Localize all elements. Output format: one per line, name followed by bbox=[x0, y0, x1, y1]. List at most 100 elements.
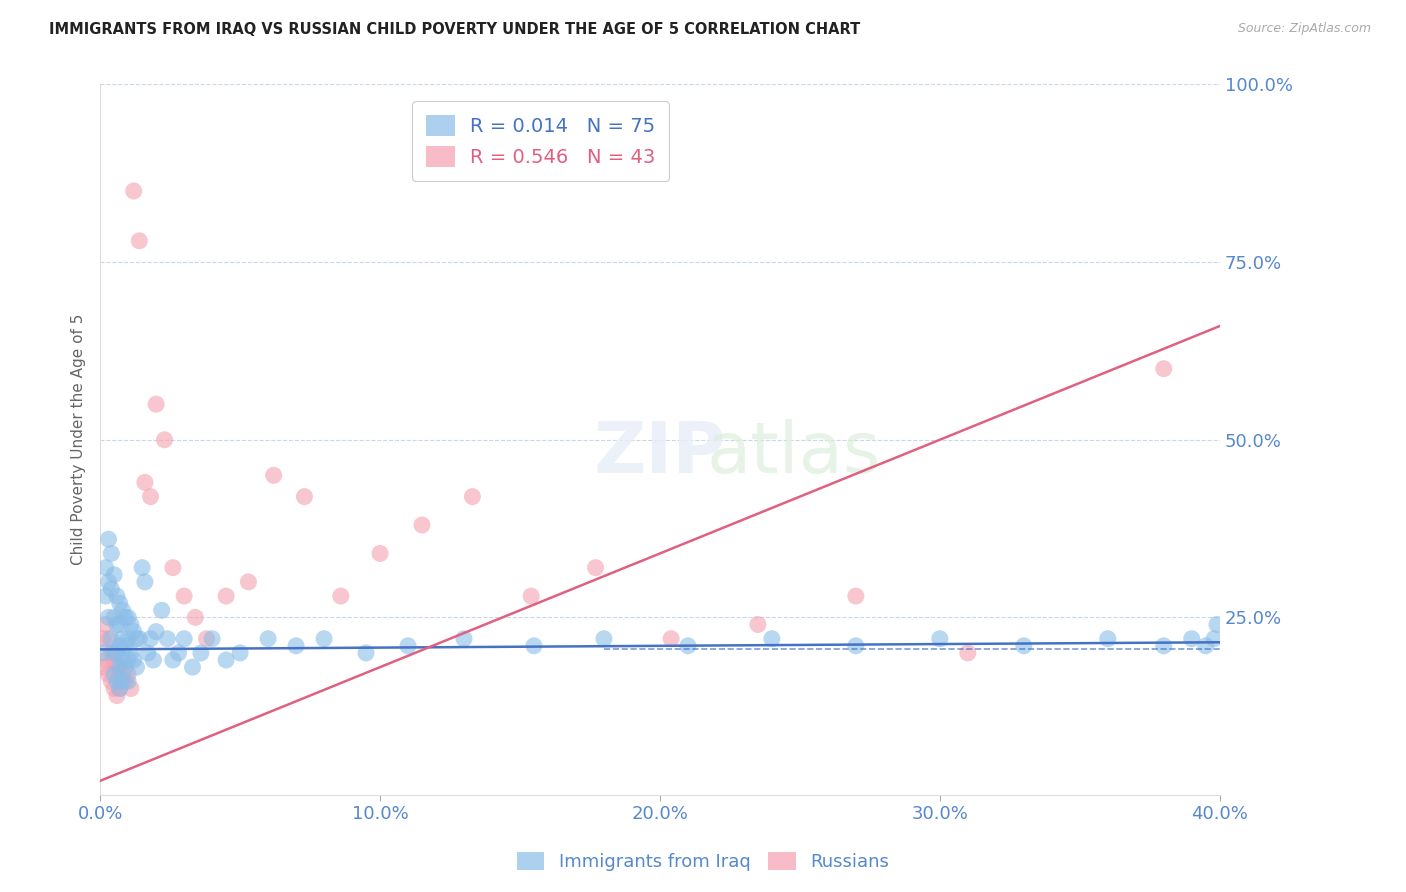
Point bbox=[114, 660, 136, 674]
Point bbox=[195, 632, 218, 646]
Point bbox=[368, 546, 391, 560]
Point bbox=[114, 610, 136, 624]
Point bbox=[329, 589, 352, 603]
Point bbox=[761, 632, 783, 646]
Point bbox=[145, 397, 167, 411]
Point bbox=[128, 234, 150, 248]
Point bbox=[103, 567, 125, 582]
Text: IMMIGRANTS FROM IRAQ VS RUSSIAN CHILD POVERTY UNDER THE AGE OF 5 CORRELATION CHA: IMMIGRANTS FROM IRAQ VS RUSSIAN CHILD PO… bbox=[49, 22, 860, 37]
Y-axis label: Child Poverty Under the Age of 5: Child Poverty Under the Age of 5 bbox=[72, 314, 86, 566]
Point bbox=[108, 660, 131, 674]
Point bbox=[120, 617, 142, 632]
Point bbox=[91, 646, 114, 660]
Point bbox=[1195, 639, 1218, 653]
Point bbox=[91, 660, 114, 674]
Point bbox=[659, 632, 682, 646]
Point bbox=[134, 574, 156, 589]
Point bbox=[354, 646, 377, 660]
Point bbox=[114, 674, 136, 689]
Point bbox=[139, 490, 162, 504]
Point bbox=[111, 674, 134, 689]
Point bbox=[215, 653, 238, 667]
Legend: R = 0.014   N = 75, R = 0.546   N = 43: R = 0.014 N = 75, R = 0.546 N = 43 bbox=[412, 102, 669, 180]
Point bbox=[125, 632, 148, 646]
Point bbox=[103, 653, 125, 667]
Point bbox=[257, 632, 280, 646]
Point bbox=[520, 589, 543, 603]
Point bbox=[117, 674, 139, 689]
Point bbox=[167, 646, 190, 660]
Point bbox=[181, 660, 204, 674]
Point bbox=[956, 646, 979, 660]
Point bbox=[411, 518, 433, 533]
Legend: Immigrants from Iraq, Russians: Immigrants from Iraq, Russians bbox=[510, 845, 896, 879]
Point bbox=[114, 639, 136, 653]
Point bbox=[1181, 632, 1204, 646]
Point bbox=[100, 632, 122, 646]
Point bbox=[97, 533, 120, 547]
Point bbox=[122, 184, 145, 198]
Text: atlas: atlas bbox=[707, 419, 882, 489]
Point bbox=[108, 639, 131, 653]
Point bbox=[162, 653, 184, 667]
Point bbox=[139, 632, 162, 646]
Point bbox=[1153, 639, 1175, 653]
Point bbox=[91, 632, 114, 646]
Point bbox=[105, 646, 128, 660]
Point bbox=[122, 624, 145, 639]
Point bbox=[111, 653, 134, 667]
Point bbox=[120, 646, 142, 660]
Point bbox=[108, 681, 131, 696]
Point bbox=[150, 603, 173, 617]
Point bbox=[928, 632, 950, 646]
Point bbox=[125, 660, 148, 674]
Point bbox=[97, 632, 120, 646]
Point bbox=[94, 589, 117, 603]
Point bbox=[100, 546, 122, 560]
Point bbox=[145, 624, 167, 639]
Point bbox=[184, 610, 207, 624]
Point bbox=[285, 639, 308, 653]
Point bbox=[94, 617, 117, 632]
Point bbox=[201, 632, 224, 646]
Point bbox=[97, 574, 120, 589]
Point bbox=[111, 632, 134, 646]
Point bbox=[229, 646, 252, 660]
Point bbox=[108, 660, 131, 674]
Point bbox=[105, 589, 128, 603]
Point bbox=[120, 681, 142, 696]
Point bbox=[173, 589, 195, 603]
Point bbox=[845, 589, 868, 603]
Point bbox=[105, 689, 128, 703]
Point bbox=[100, 674, 122, 689]
Point bbox=[1012, 639, 1035, 653]
Point bbox=[111, 603, 134, 617]
Point bbox=[94, 560, 117, 574]
Point bbox=[105, 674, 128, 689]
Point bbox=[103, 681, 125, 696]
Point bbox=[153, 433, 176, 447]
Point bbox=[94, 653, 117, 667]
Point bbox=[122, 653, 145, 667]
Point bbox=[128, 632, 150, 646]
Point bbox=[103, 610, 125, 624]
Point bbox=[676, 639, 699, 653]
Point bbox=[461, 490, 484, 504]
Point bbox=[97, 610, 120, 624]
Point bbox=[294, 490, 316, 504]
Point bbox=[105, 660, 128, 674]
Point bbox=[108, 681, 131, 696]
Point bbox=[156, 632, 179, 646]
Point bbox=[134, 475, 156, 490]
Point bbox=[162, 560, 184, 574]
Point bbox=[103, 646, 125, 660]
Point bbox=[585, 560, 607, 574]
Point bbox=[263, 468, 285, 483]
Point bbox=[103, 667, 125, 681]
Point bbox=[190, 646, 212, 660]
Point bbox=[117, 610, 139, 624]
Point bbox=[523, 639, 546, 653]
Point bbox=[1204, 632, 1226, 646]
Point bbox=[136, 646, 159, 660]
Point bbox=[312, 632, 335, 646]
